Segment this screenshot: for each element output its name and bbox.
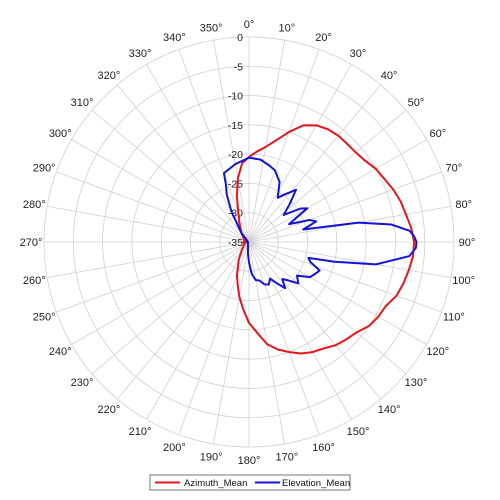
radial-tick-label: -25: [228, 178, 243, 190]
angle-tick-label: 70°: [446, 162, 463, 174]
grid-spoke: [56, 241, 250, 313]
angle-tick-label: 240°: [49, 346, 72, 358]
angle-tick-label: 0°: [244, 19, 255, 31]
angle-tick-label: 320°: [97, 70, 120, 82]
grid-spoke: [248, 241, 451, 278]
grid-spoke: [47, 206, 250, 243]
grid-spoke: [248, 241, 427, 345]
polar-grid: [43, 36, 455, 448]
angle-tick-label: 280°: [23, 199, 46, 211]
grid-spoke: [56, 171, 250, 243]
angle-tick-label: 300°: [49, 128, 72, 140]
grid-spoke: [248, 109, 407, 243]
legend-box: [149, 474, 351, 491]
angle-tick-label: 180°: [238, 455, 261, 467]
angle-tick-labels: 0° 10° 20° 30° 40° 50° 60° 70° 80° 90° 100° 110° 120…: [20, 19, 476, 467]
angle-tick-label: 220°: [97, 404, 120, 416]
grid-spoke: [71, 241, 250, 345]
series-line-azimuth-mean: [235, 124, 416, 355]
angle-tick-label: 90°: [459, 237, 476, 249]
grid-spoke: [248, 139, 427, 243]
grid-spoke: [116, 241, 250, 400]
angle-tick-label: 200°: [163, 442, 186, 454]
angle-tick-label: 150°: [347, 426, 370, 438]
angle-tick-label: 230°: [71, 377, 94, 389]
angle-tick-label: 100°: [452, 275, 475, 287]
grid-spoke: [71, 139, 250, 243]
legend-label-azimuth: Azimuth_Mean: [184, 478, 247, 489]
radial-tick-labels: 0-5-10-15-20-25-30-35: [228, 32, 243, 249]
radial-tick-label: -35: [228, 237, 243, 249]
angle-tick-label: 250°: [33, 312, 56, 324]
angle-tick-label: 290°: [33, 162, 56, 174]
angle-tick-label: 270°: [20, 237, 43, 249]
radial-tick-label: -20: [228, 149, 243, 161]
angle-tick-label: 160°: [312, 442, 335, 454]
angle-tick-label: 260°: [23, 275, 46, 287]
grid-spoke: [248, 40, 285, 243]
angle-tick-label: 20°: [315, 32, 332, 44]
legend: Azimuth_Mean Elevation_Mean: [149, 474, 351, 491]
grid-spoke: [146, 241, 250, 420]
angle-tick-label: 120°: [426, 346, 449, 358]
grid-spoke: [248, 241, 320, 435]
angle-tick-label: 110°: [443, 312, 465, 324]
radial-tick-label: -15: [228, 120, 243, 132]
angle-tick-label: 30°: [350, 48, 367, 60]
series-line-elevation-mean: [222, 156, 418, 290]
radial-tick-label: -10: [228, 91, 243, 103]
angle-tick-label: 140°: [378, 404, 401, 416]
grid-spoke: [91, 109, 250, 243]
grid-spoke: [213, 40, 250, 243]
angle-tick-label: 10°: [279, 22, 296, 34]
grid-spoke: [248, 171, 442, 243]
angle-tick-label: 190°: [200, 452, 223, 464]
grid-spoke: [91, 241, 250, 375]
grid-spoke: [248, 241, 407, 375]
grid-spoke: [248, 241, 442, 313]
series-layer: [222, 124, 418, 355]
angle-tick-label: 330°: [129, 48, 152, 60]
grid-spoke: [248, 241, 352, 420]
angle-tick-label: 80°: [455, 199, 472, 211]
radial-tick-label: -5: [234, 61, 243, 73]
angle-tick-label: 210°: [129, 426, 152, 438]
angle-tick-label: 340°: [163, 32, 186, 44]
radial-tick-label: 0: [237, 32, 243, 44]
grid-spoke: [213, 241, 250, 444]
angle-tick-label: 310°: [71, 97, 94, 109]
angle-tick-label: 350°: [200, 22, 223, 34]
angle-tick-label: 50°: [408, 97, 425, 109]
grid-spoke: [248, 49, 320, 243]
grid-spoke: [248, 84, 382, 243]
grid-spoke: [248, 64, 352, 243]
angle-tick-label: 170°: [275, 452, 298, 464]
grid-spoke: [47, 241, 250, 278]
grid-spoke: [116, 84, 250, 243]
angle-tick-label: 40°: [381, 70, 398, 82]
legend-label-elevation: Elevation_Mean: [282, 478, 350, 489]
angle-tick-label: 60°: [429, 128, 446, 140]
angle-tick-label: 130°: [405, 377, 428, 389]
grid-spoke: [248, 241, 382, 400]
